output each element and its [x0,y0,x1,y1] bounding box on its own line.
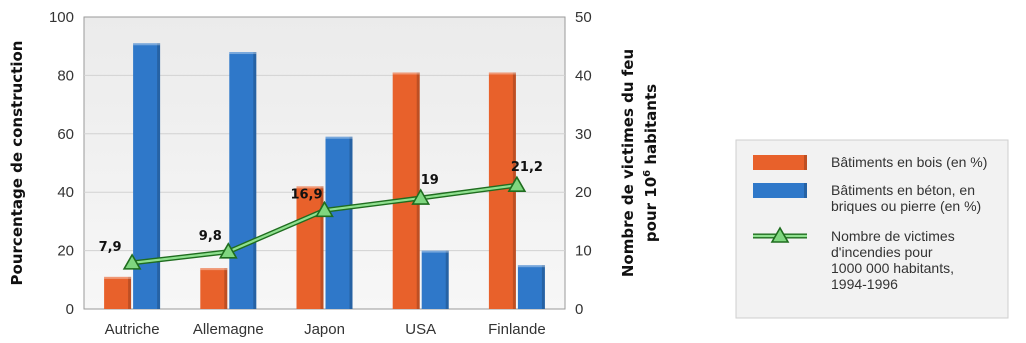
bar-shade [253,52,257,309]
line-point-marker [122,253,142,270]
y-tick-label: 40 [57,184,74,201]
bar-shade [320,186,324,309]
y2-axis-title-sup: 6 [642,170,653,177]
bar [325,136,353,309]
legend-label: 1994-1996 [831,276,898,292]
bar-shade [416,72,420,309]
bar-highlight [488,72,516,75]
data-label: 9,8 [199,229,222,244]
bar-highlight [229,52,257,55]
bar [200,268,228,309]
y2-tick-label: 40 [575,67,592,84]
legend-swatch-shade [804,155,807,170]
legend-label: Bâtiments en béton, en [831,182,975,198]
legend-label: Nombre de victimes [831,228,955,244]
bar-highlight [296,186,324,189]
right-axis-ticks: 0 10 20 30 40 50 [575,9,592,318]
bar [392,72,420,309]
line-point-marker [411,188,431,205]
bar [296,186,324,309]
bar-highlight [200,268,228,271]
line-point-marker [315,200,334,218]
x-tick-label: Allemagne [193,321,264,338]
bar-shade [224,268,228,309]
bar-highlight [104,276,132,279]
y2-axis-title-post: habitants [642,84,660,170]
bar-highlight [392,72,420,75]
y2-axis-title-line1: Nombre de victimes du feu [619,49,637,277]
legend-label: d'incendies pour [831,244,933,260]
y2-tick-label: 50 [575,9,592,26]
y2-tick-label: 0 [575,301,583,318]
legend-items: Bâtiments en bois (en %) Bâtiments en bét… [753,154,987,292]
bar-highlight [517,265,545,268]
y2-axis-title-line2: pour 106 habitants [642,84,660,242]
bar-highlight [133,43,161,46]
bar-shade [445,250,449,309]
x-tick-label: Japon [304,321,345,338]
y-tick-label: 80 [57,67,74,84]
bar-shade [349,136,353,309]
x-tick-label: USA [405,321,436,338]
x-tick-label: Finlande [488,321,546,338]
y2-tick-label: 20 [575,184,592,201]
x-tick-label: Autriche [105,321,160,338]
data-label: 19 [421,173,439,188]
y2-tick-label: 30 [575,126,592,143]
bar-highlight [325,136,353,139]
left-axis-ticks: 0 20 40 60 80 100 [49,9,74,318]
y2-tick-label: 10 [575,243,592,260]
bar-shade [128,276,132,309]
bar [421,250,449,309]
y-axis-title: Pourcentage de construction [8,41,26,286]
line-series [122,175,527,270]
legend-swatch [753,183,807,198]
legend-line-marker [770,226,790,243]
bar [229,52,257,309]
bar-highlight [421,250,449,253]
data-label: 16,9 [290,187,322,202]
bar [517,265,545,309]
legend-label: 1000 000 habitants, [831,260,954,276]
y-tick-label: 100 [49,9,74,26]
gridlines [84,74,565,252]
line-point-marker [507,175,527,192]
legend-label: briques ou pierre (en %) [831,198,981,214]
y-tick-label: 60 [57,126,74,143]
data-label: 7,9 [99,240,122,255]
bars [104,43,545,309]
bar-shade [157,43,161,309]
legend-swatch [753,155,807,170]
legend-label: Bâtiments en bois (en %) [831,154,987,170]
data-label: 21,2 [511,160,543,175]
line-point-marker [218,242,238,259]
data-labels: 7,9 9,8 16,9 19 21,2 [99,160,543,255]
x-axis-ticks: Autriche Allemagne Japon USA Finlande [105,321,546,338]
bar [104,276,132,309]
y2-axis-title-pre: pour 10 [642,177,660,242]
bar-shade [541,265,545,309]
legend: Bâtiments en bois (en %) Bâtiments en bét… [735,139,1009,319]
y-tick-label: 20 [57,243,74,260]
legend-swatch-shade [804,183,807,198]
y-tick-label: 0 [66,301,74,318]
